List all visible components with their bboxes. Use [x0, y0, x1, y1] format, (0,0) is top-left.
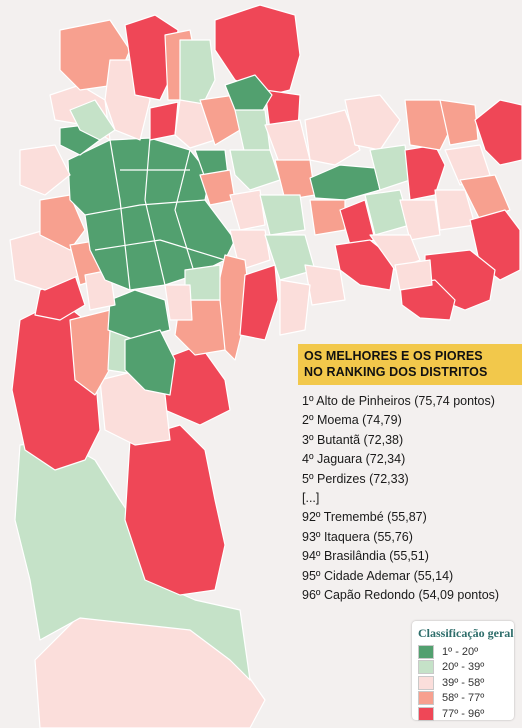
district-region: [229, 189, 266, 231]
district-region: [107, 289, 171, 341]
district-region: [259, 194, 306, 236]
ranking-item: 94º Brasilândia (55,51): [302, 549, 429, 564]
ranking-item: 2º Moema (74,79): [302, 413, 402, 428]
legend-swatch: [418, 675, 434, 690]
title-line-1: OS MELHORES E OS PIORES: [304, 349, 483, 363]
legend-title: Classificação geral: [418, 626, 514, 640]
district-region: [369, 234, 421, 271]
ranking-item: 1º Alto de Pinheiros (75,74 pontos): [302, 394, 495, 408]
district-region: [14, 439, 251, 681]
legend-label: 39º - 58º: [442, 676, 485, 689]
district-region: [69, 309, 116, 396]
district-region: [399, 199, 441, 241]
district-region: [124, 424, 226, 596]
district-region: [239, 264, 279, 341]
ranking-item: 4º Jaguara (72,34): [302, 452, 406, 467]
legend-row: 1º - 20º: [412, 644, 514, 660]
legend-swatch: [418, 691, 434, 706]
district-region: [304, 109, 361, 166]
district-region: [459, 174, 511, 221]
district-region: [224, 74, 273, 116]
district-region: [124, 329, 176, 396]
district-region: [39, 194, 86, 251]
district-region: [19, 144, 71, 196]
district-region: [69, 99, 116, 141]
ranking-item: 92º Tremembé (55,87): [302, 510, 427, 525]
legend-row: 58º - 77º: [412, 691, 514, 707]
legend-swatch: [418, 706, 434, 721]
legend-label: 20º - 39º: [442, 661, 485, 674]
district-region: [234, 109, 271, 156]
district-border: [84, 137, 226, 291]
district-region: [404, 99, 451, 151]
legend-label: 1º - 20º: [442, 645, 479, 658]
district-region: [439, 99, 479, 146]
map-legend: Classificação geral 1º - 20º 20º - 39º 3…: [412, 621, 514, 722]
legend-row: 39º - 58º: [412, 675, 514, 691]
legend-label: 77º - 96º: [442, 707, 485, 720]
district-region: [474, 99, 522, 166]
legend-swatch: [418, 644, 434, 659]
district-region: [309, 199, 346, 236]
district-region: [164, 284, 193, 321]
ranking-item: 93º Itaquera (55,76): [302, 529, 413, 544]
district-region: [274, 159, 316, 201]
ranking-title: OS MELHORES E OS PIORES NO RANKING DOS D…: [298, 344, 522, 385]
ranking-item: 5º Perdizes (72,33): [302, 471, 409, 486]
ranking-ellipsis: [...]: [302, 491, 320, 506]
district-region: [149, 101, 179, 141]
legend-row: 77º - 96º: [412, 706, 514, 722]
ranking-panel: OS MELHORES E OS PIORES NO RANKING DOS D…: [298, 344, 522, 605]
legend-swatch: [418, 660, 434, 675]
legend-label: 58º - 77º: [442, 692, 485, 705]
district-region: [304, 264, 346, 306]
title-line-2: NO RANKING DOS DISTRITOS: [304, 365, 488, 379]
district-region: [229, 149, 281, 191]
ranking-item: 96º Capão Redondo (54,09 pontos): [302, 588, 500, 603]
district-region: [179, 39, 216, 111]
ranking-item: 95º Cidade Ademar (55,14): [302, 568, 454, 583]
district-region: [394, 259, 433, 291]
district-region: [444, 144, 491, 186]
legend-row: 20º - 39º: [412, 660, 514, 676]
district-region: [279, 279, 311, 336]
ranking-item: 3º Butantã (72,38): [302, 432, 404, 447]
ranking-list: 1º Alto de Pinheiros (75,74 pontos) 2º M…: [298, 392, 522, 605]
district-region: [344, 94, 401, 151]
district-region: [214, 4, 301, 96]
district-region: [399, 279, 456, 321]
